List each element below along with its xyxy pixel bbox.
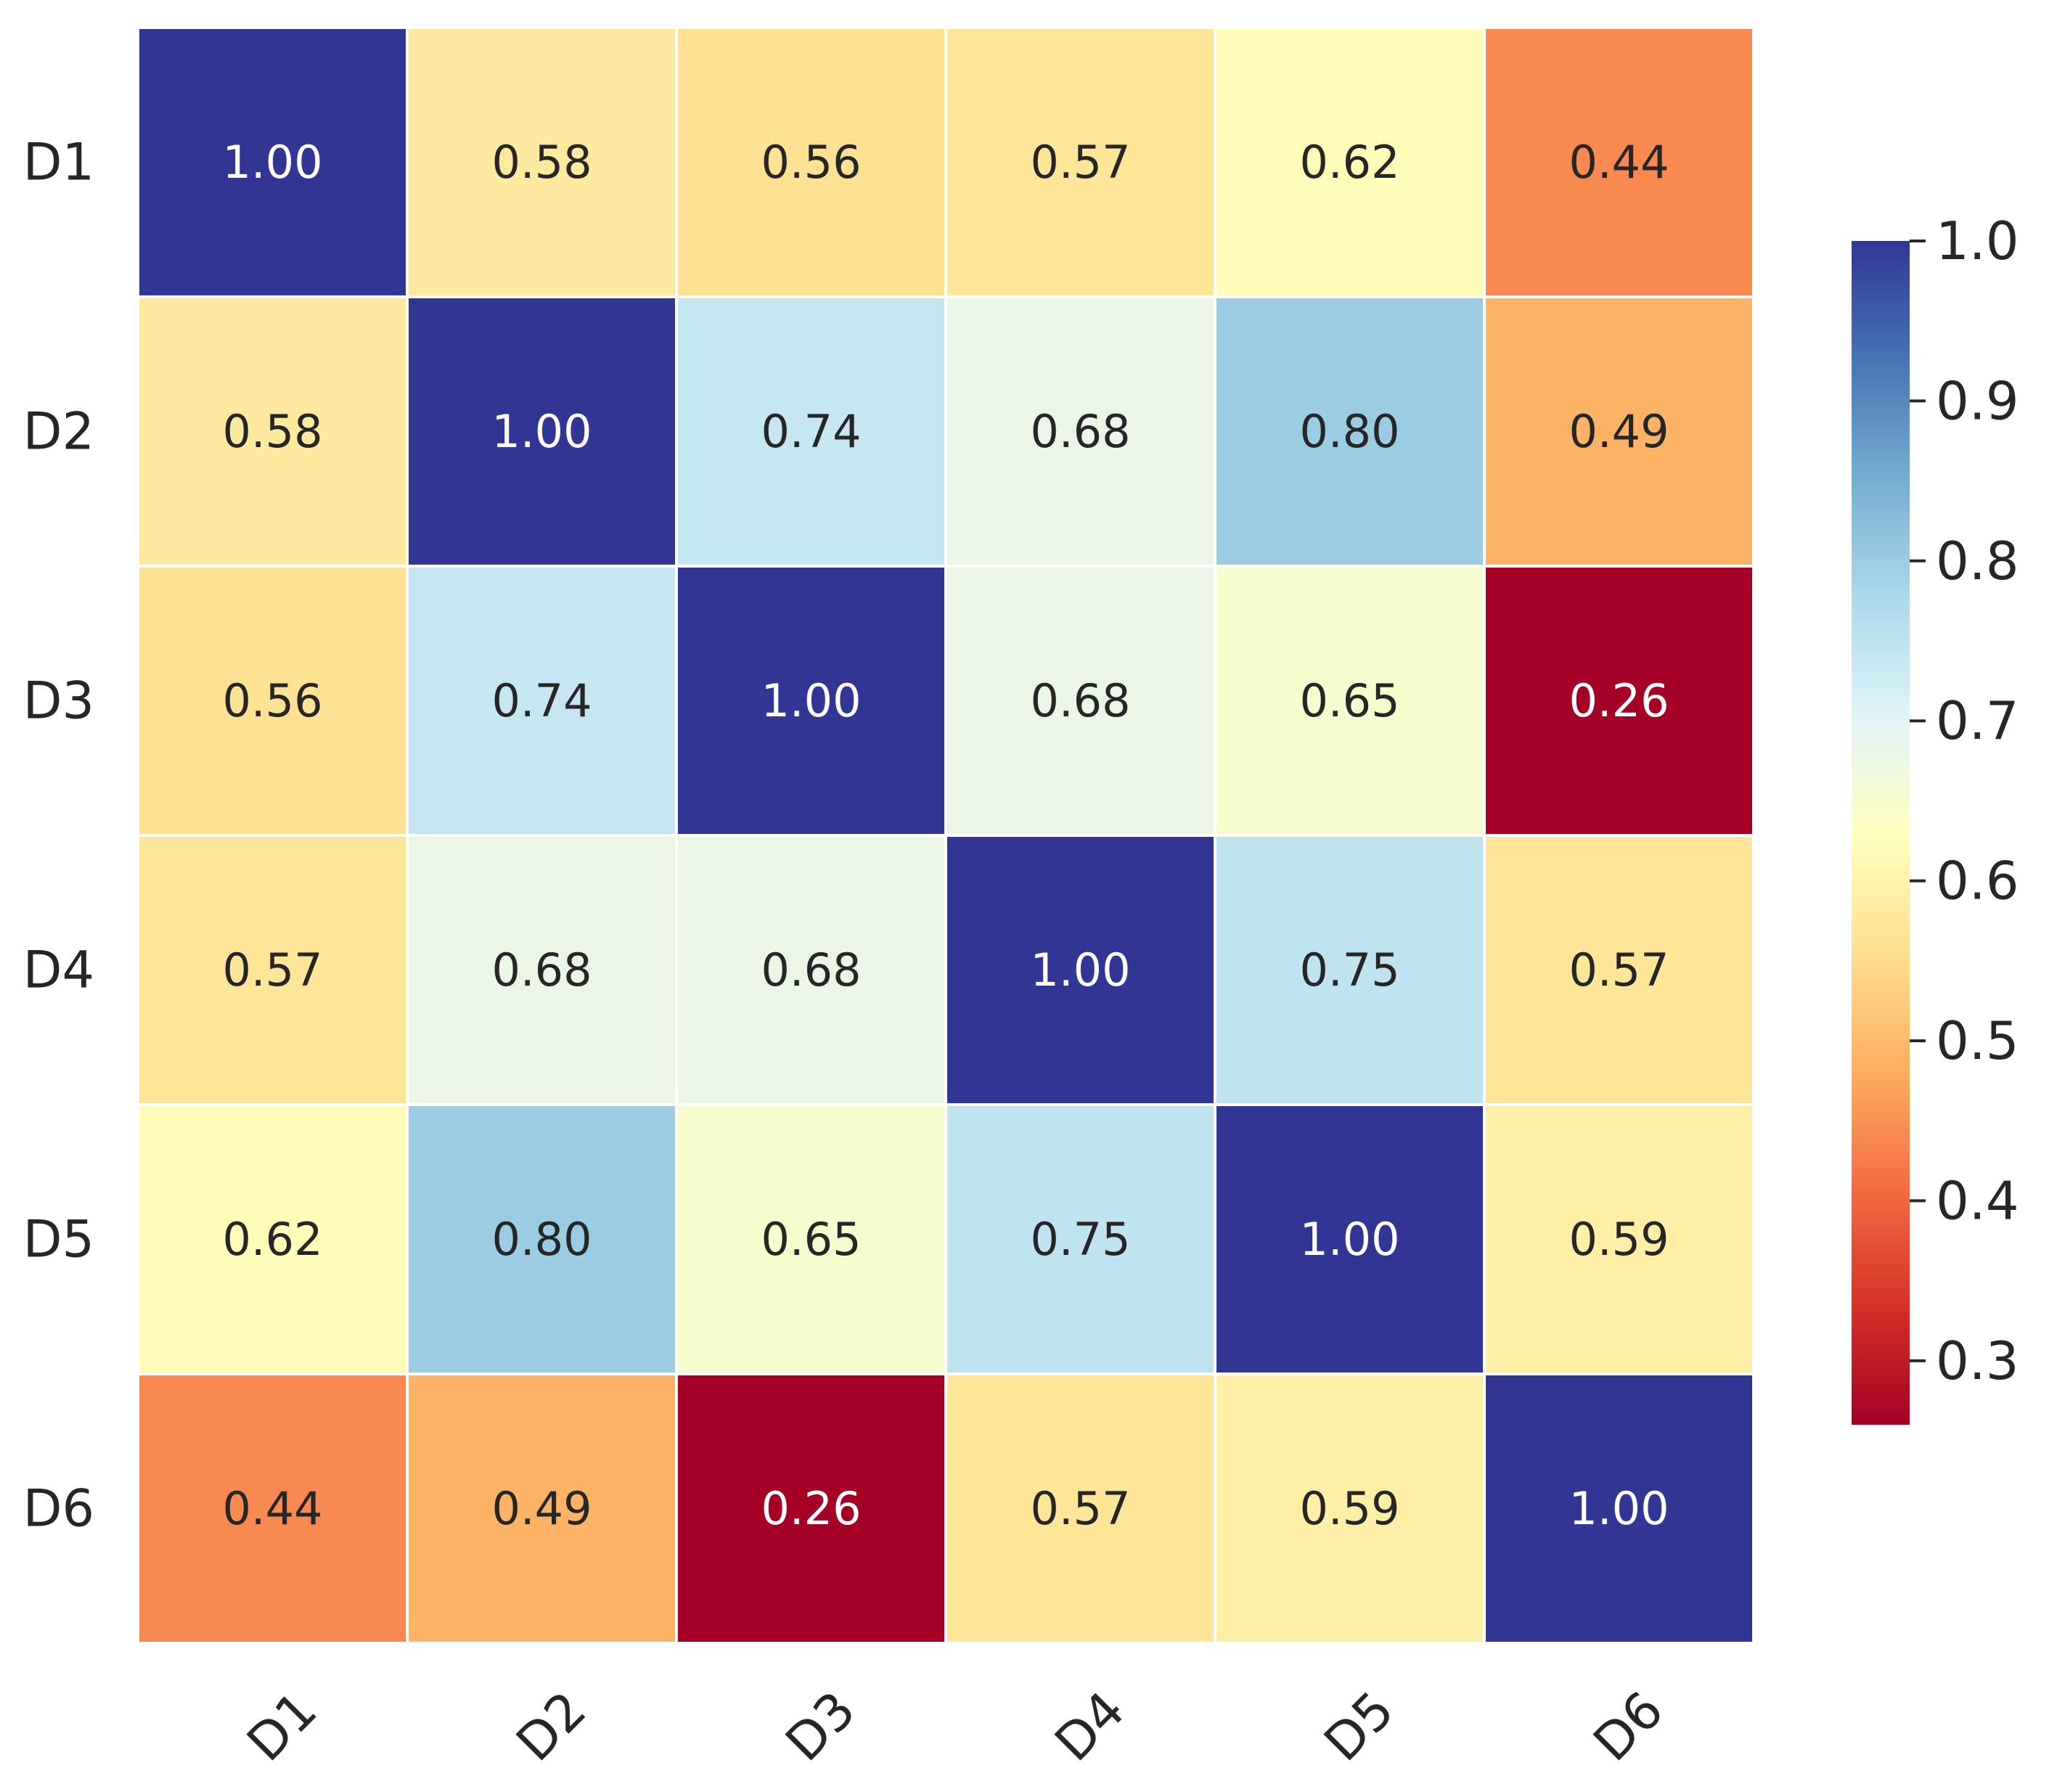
cell-value-label: 0.56 bbox=[761, 136, 861, 189]
heatmap-cell-D2-D4 bbox=[944, 295, 1216, 568]
y-tick-label-D6: D6 bbox=[23, 1479, 94, 1539]
heatmap-cell-D1-D4 bbox=[944, 26, 1216, 298]
colorbar-tick-label: 0.5 bbox=[1936, 1010, 2019, 1071]
cell-value-label: 0.57 bbox=[1030, 136, 1130, 189]
y-tick-label-D5: D5 bbox=[23, 1210, 94, 1269]
heatmap-cell-D5-D6 bbox=[1483, 1103, 1755, 1375]
y-tick-label-D1: D1 bbox=[23, 133, 94, 192]
x-tick-labels: D1 D2 D3 D4 D5 D6 bbox=[236, 1680, 1675, 1773]
heatmap-cell-D4-D1 bbox=[136, 834, 409, 1106]
cell-value-label: 0.44 bbox=[222, 1482, 322, 1535]
colorbar-tick-label: 1.0 bbox=[1936, 210, 2019, 271]
cell-value-label: 1.00 bbox=[1030, 944, 1130, 997]
heatmap-cell-D1-D1 bbox=[136, 26, 409, 298]
x-tick-label-D6: D6 bbox=[1582, 1680, 1675, 1773]
colorbar-gradient bbox=[1852, 241, 1910, 1425]
heatmap-cell-D6-D4 bbox=[944, 1372, 1216, 1645]
x-tick-label-D4: D4 bbox=[1044, 1680, 1137, 1773]
cell-value-label: 0.80 bbox=[491, 1213, 592, 1266]
heatmap-cell-D5-D1 bbox=[136, 1103, 409, 1375]
cell-value-label: 1.00 bbox=[761, 674, 861, 727]
cell-value-label: 0.59 bbox=[1299, 1482, 1399, 1535]
heatmap-cell-D4-D2 bbox=[406, 834, 678, 1106]
heatmap-cell-D5-D4 bbox=[944, 1103, 1216, 1375]
cell-value-label: 0.68 bbox=[491, 944, 592, 997]
heatmap-cell-D4-D5 bbox=[1214, 834, 1486, 1106]
cell-value-label: 0.68 bbox=[761, 944, 861, 997]
heatmap-cell-D4-D3 bbox=[675, 834, 947, 1106]
heatmap-cell-D5-D3 bbox=[675, 1103, 947, 1375]
cell-value-label: 1.00 bbox=[1299, 1213, 1399, 1266]
y-tick-label-D2: D2 bbox=[23, 402, 94, 462]
colorbar: 0.3 0.4 0.5 0.6 0.7 0.8 0.9 1.0 bbox=[1852, 210, 2019, 1425]
cell-value-label: 0.57 bbox=[222, 944, 322, 997]
cell-value-label: 0.62 bbox=[222, 1213, 322, 1266]
y-tick-label-D3: D3 bbox=[23, 671, 94, 731]
cell-value-label: 0.26 bbox=[1569, 674, 1669, 727]
heatmap-cell-D3-D2 bbox=[406, 565, 678, 837]
cell-value-label: 0.49 bbox=[1569, 405, 1669, 458]
colorbar-tick-label: 0.9 bbox=[1936, 370, 2019, 431]
heatmap-cell-D1-D6 bbox=[1483, 26, 1755, 298]
heatmap-cell-D6-D5 bbox=[1214, 1372, 1486, 1645]
cell-value-label: 0.75 bbox=[1030, 1213, 1130, 1266]
cell-value-label: 0.59 bbox=[1569, 1213, 1669, 1266]
cell-value-label: 0.49 bbox=[491, 1482, 592, 1535]
heatmap-cell-D3-D4 bbox=[944, 565, 1216, 837]
cell-value-label: 0.56 bbox=[222, 674, 322, 727]
x-tick-label-D1: D1 bbox=[236, 1680, 329, 1773]
heatmap-cell-D3-D1 bbox=[136, 565, 409, 837]
cell-value-label: 1.00 bbox=[491, 405, 592, 458]
cell-value-label: 0.57 bbox=[1030, 1482, 1130, 1535]
y-tick-labels: D1 D2 D3 D4 D5 D6 bbox=[23, 133, 94, 1539]
colorbar-tick-label: 0.8 bbox=[1936, 531, 2019, 592]
heatmap-cell-D3-D6 bbox=[1483, 565, 1755, 837]
heatmap-cell-D6-D1 bbox=[136, 1372, 409, 1645]
cell-value-label: 0.74 bbox=[761, 405, 861, 458]
y-tick-label-D4: D4 bbox=[23, 941, 94, 1000]
colorbar-tick-label: 0.6 bbox=[1936, 851, 2019, 912]
heatmap-cell-D1-D3 bbox=[675, 26, 947, 298]
cell-value-label: 0.58 bbox=[491, 136, 592, 189]
cell-value-label: 1.00 bbox=[1569, 1482, 1669, 1535]
cell-value-label: 0.74 bbox=[491, 674, 592, 727]
cell-value-label: 0.65 bbox=[1299, 674, 1399, 727]
heatmap-cell-D4-D4 bbox=[944, 834, 1216, 1106]
cell-value-label: 0.44 bbox=[1569, 136, 1669, 189]
heatmap-cells: 1.00 0.58 0.56 0.57 0.62 0.44 0.58 1.00 0.74 0.68… bbox=[136, 26, 1755, 1645]
x-tick-label-D3: D3 bbox=[774, 1680, 867, 1773]
cell-value-label: 0.58 bbox=[222, 405, 322, 458]
x-tick-label-D5: D5 bbox=[1313, 1680, 1406, 1773]
heatmap-cell-D1-D2 bbox=[406, 26, 678, 298]
x-tick-label-D2: D2 bbox=[505, 1680, 598, 1773]
cell-value-label: 1.00 bbox=[222, 136, 322, 189]
cell-value-label: 0.80 bbox=[1299, 405, 1399, 458]
colorbar-tick-label: 0.7 bbox=[1936, 690, 2019, 751]
cell-value-label: 0.68 bbox=[1030, 674, 1130, 727]
cell-value-label: 0.62 bbox=[1299, 136, 1399, 189]
cell-value-label: 0.75 bbox=[1299, 944, 1399, 997]
colorbar-tick-label: 0.3 bbox=[1936, 1330, 2019, 1391]
heatmap-cell-D4-D6 bbox=[1483, 834, 1755, 1106]
cell-value-label: 0.68 bbox=[1030, 405, 1130, 458]
cell-value-label: 0.26 bbox=[761, 1482, 861, 1535]
heatmap-cell-D1-D5 bbox=[1214, 26, 1486, 298]
cell-value-label: 0.57 bbox=[1569, 944, 1669, 997]
heatmap-cell-D5-D5 bbox=[1214, 1103, 1486, 1375]
colorbar-tick-label: 0.4 bbox=[1936, 1170, 2019, 1231]
heatmap-cell-D6-D6 bbox=[1483, 1372, 1755, 1645]
cell-value-label: 0.65 bbox=[761, 1213, 861, 1266]
heatmap-cell-D3-D5 bbox=[1214, 565, 1486, 837]
heatmap-cell-D2-D2 bbox=[406, 295, 678, 568]
heatmap-cell-D3-D3 bbox=[675, 565, 947, 837]
heatmap-cell-D2-D6 bbox=[1483, 295, 1755, 568]
